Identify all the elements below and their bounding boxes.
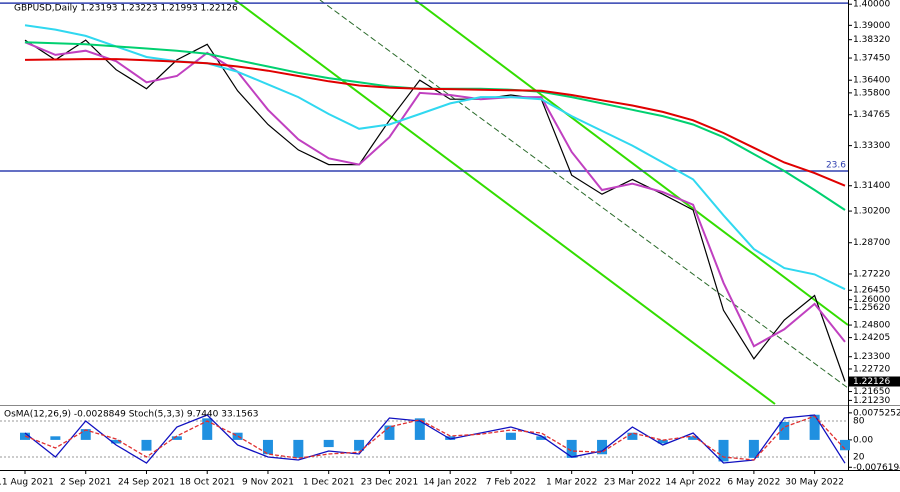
y-tick-label: 1.34765 [853,110,890,120]
osma-bar [779,421,790,440]
y2-tick-label: 80 [853,417,865,427]
y-tick-label: 1.24205 [853,333,890,343]
x-tick-label: 7 Feb 2022 [486,478,536,488]
y-tick-label: 1.23300 [853,352,890,362]
trend-line [414,0,849,326]
price-line [24,24,846,291]
y-tick-label: 1.40000 [853,0,890,10]
osma-bar [445,436,456,440]
x-tick-label: 1 Dec 2021 [303,478,355,488]
osma-bar [718,439,729,462]
y-tick-label: 0.0075252 [853,408,900,418]
y-tick-label: 1.30200 [853,207,890,217]
osma-bar [111,439,122,444]
y-tick-label: 1.25620 [853,303,890,313]
price-line [24,41,846,348]
x-tick-label: 30 May 2022 [785,478,844,488]
y-tick-label: 1.28700 [853,238,890,248]
osma-bar [748,439,759,458]
x-tick-label: 6 May 2022 [727,478,780,488]
chart-title: GBPUSD,Daily 1.23193 1.23223 1.21993 1.2… [14,4,238,14]
y-tick-label: 1.33300 [853,141,890,151]
y2-tick-label: 20 [853,453,865,463]
stoch-line [24,415,846,461]
y-tick-label: 1.35800 [853,88,890,98]
osma-bar [293,439,304,458]
trend-line [234,0,776,405]
y-tick-label: 1.39000 [853,21,890,31]
osma-bar [262,439,273,455]
x-tick-label: 18 Oct 2021 [179,478,235,488]
osma-bar [232,432,243,440]
osma-bar [536,436,547,440]
y-tick-label: 1.27220 [853,269,890,279]
x-tick-label: 14 Jan 2022 [423,478,477,488]
fibo-label: 38.2 [826,0,846,3]
osma-bar [414,418,425,440]
y-tick-label: 1.22720 [853,364,890,374]
x-tick-label: 11 Aug 2021 [0,478,54,488]
y-tick-label: -0.0076194 [853,463,900,473]
osma-bar [627,432,638,440]
x-tick-label: 2 Sep 2021 [60,478,111,488]
x-tick-label: 23 Dec 2021 [361,478,419,488]
osma-bar [840,439,850,451]
y-tick-label: 1.26000 [853,295,890,305]
y-tick-label: 1.31400 [853,181,890,191]
osma-bar [657,439,668,444]
osma-bar [566,439,577,458]
y-tick-label: 1.21650 [853,387,890,397]
y-tick-label: 1.37450 [853,54,890,64]
trend-line [319,0,849,389]
x-tick-label: 24 Sep 2021 [118,478,175,488]
x-tick-label: 1 Mar 2022 [546,478,597,488]
osma-bar [50,436,61,440]
price-panel: 1.40000 1.39000 1.38320 1.37450 1.36400 1.358… [0,0,900,406]
fibo-label: 23.6 [826,160,846,170]
oscillator-title: OsMA(12,26,9) -0.0028849 Stoch(5,3,3) 9.… [4,410,258,420]
y-tick-label: 0.00 [853,435,873,445]
x-tick-label: 23 Mar 2022 [604,478,661,488]
osma-bar [202,418,213,440]
osma-bar [597,439,608,455]
oscillator-panel: 0.0075252 0.00 -0.0076194 80 20 [0,408,900,473]
y-tick-label: 1.36400 [853,76,890,86]
osma-bar [141,439,152,451]
osma-bar [384,425,395,440]
x-tick-label: 9 Nov 2021 [242,478,294,488]
osma-bar [688,436,699,440]
osma-bar [171,436,182,440]
osma-bar [809,414,820,440]
osma-bar [505,432,516,440]
last-price-label: 1.22126 [853,377,890,387]
stoch-line [24,414,846,464]
last-price-box [848,376,900,387]
y-tick-label: 1.24800 [853,321,890,331]
price-line [24,58,846,187]
y-tick-label: 1.26450 [853,286,890,296]
osma-bar [323,439,334,448]
osma-bar [80,429,91,440]
y-tick-label: 1.38320 [853,35,890,45]
x-tick-label: 14 Apr 2022 [665,478,721,488]
osma-bar [354,439,365,451]
y-tick-label: 1.21230 [853,396,890,406]
